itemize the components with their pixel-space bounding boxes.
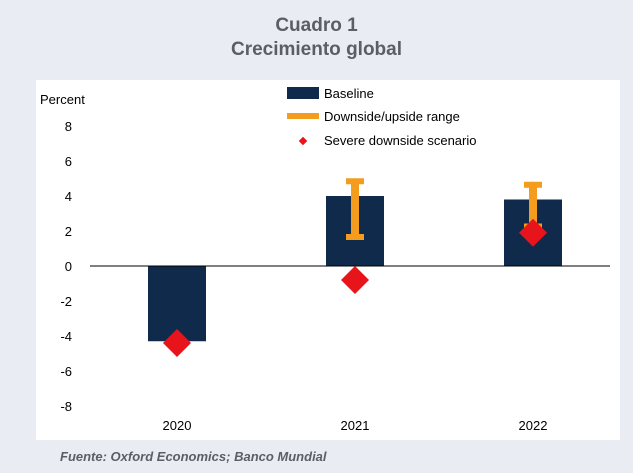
source-note: Fuente: Oxford Economics; Banco Mundial xyxy=(60,449,327,464)
y-tick-label: 2 xyxy=(65,224,72,239)
title-line-2: Crecimiento global xyxy=(230,39,403,60)
y-tick-label: -4 xyxy=(60,329,72,344)
y-tick-label: 0 xyxy=(65,259,72,274)
y-axis-label: Percent xyxy=(40,92,85,107)
chart-title: Cuadro 1 Crecimiento global xyxy=(0,14,633,62)
y-tick-label: -8 xyxy=(60,399,72,414)
x-tick-labels: 2020 2021 2022 xyxy=(163,418,548,433)
range-cap-low-2021 xyxy=(346,234,364,240)
y-tick-label: 6 xyxy=(65,154,72,169)
legend-label-severe: Severe downside scenario xyxy=(324,133,476,148)
severe-marker-2022 xyxy=(519,218,547,247)
severe-marker-2020 xyxy=(163,329,191,357)
legend-label-range: Downside/upside range xyxy=(324,109,460,124)
x-tick-label: 2021 xyxy=(341,418,370,433)
legend-swatch-baseline xyxy=(287,87,319,99)
range-cap-high-2021 xyxy=(346,178,364,185)
legend-swatch-severe xyxy=(298,136,308,146)
y-tick-label: 8 xyxy=(65,119,72,134)
legend-swatch-range xyxy=(287,113,319,119)
x-tick-label: 2020 xyxy=(163,418,192,433)
title-line-1: Cuadro 1 xyxy=(275,15,358,36)
y-tick-label: -2 xyxy=(60,294,72,309)
range-bar-2021 xyxy=(351,180,359,238)
severe-marker-2021 xyxy=(341,266,369,294)
y-tick-label: -6 xyxy=(60,364,72,379)
severe-markers xyxy=(163,218,547,357)
legend: Baseline Downside/upside range Severe do… xyxy=(287,86,476,148)
x-tick-label: 2022 xyxy=(519,418,548,433)
legend-label-baseline: Baseline xyxy=(324,86,374,101)
y-tick-label: 4 xyxy=(65,189,72,204)
range-cap-high-2022 xyxy=(524,181,542,188)
range-bar-2022 xyxy=(529,183,537,228)
y-tick-labels: 8 6 4 2 0 -2 -4 -6 -8 xyxy=(60,119,72,414)
bar-baseline-2020 xyxy=(148,266,206,342)
